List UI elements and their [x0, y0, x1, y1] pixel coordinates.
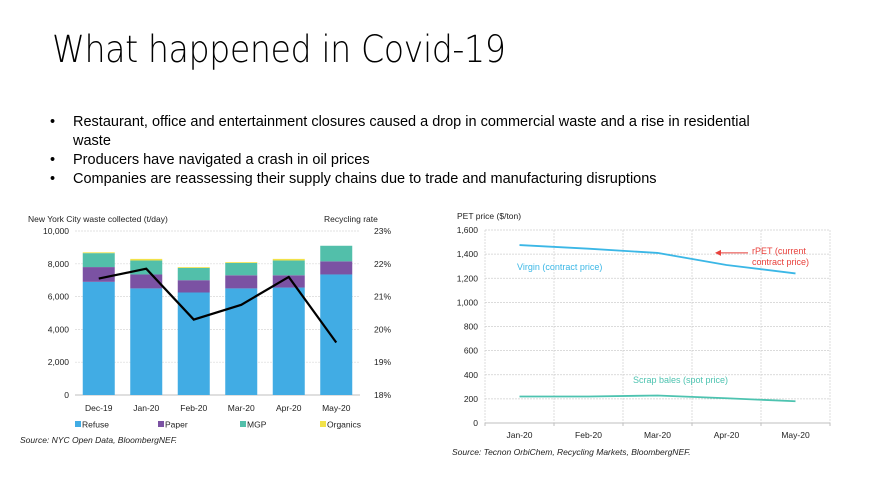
bar-refuse: [130, 288, 163, 395]
bar-mgp: [320, 245, 353, 262]
y-tick-label: 6,000: [48, 292, 70, 302]
x-tick-label: Jan-20: [507, 430, 533, 440]
y-tick-label: 1,600: [457, 225, 479, 235]
legend-swatch: [240, 421, 246, 427]
y-tick-label: 600: [464, 346, 478, 356]
bar-refuse: [82, 281, 115, 395]
y2-tick-label: 19%: [374, 357, 391, 367]
y-tick-label: 400: [464, 370, 478, 380]
x-tick-label: May-20: [322, 403, 351, 413]
y-tick-label: 4,000: [48, 324, 70, 334]
x-tick-label: Mar-20: [644, 430, 671, 440]
bar-mgp: [177, 267, 210, 281]
x-tick-label: Apr-20: [714, 430, 740, 440]
y-axis-title: PET price ($/ton): [457, 211, 521, 221]
annotation-arrow-head: [715, 249, 721, 256]
x-tick-label: Feb-20: [180, 403, 207, 413]
y2-tick-label: 20%: [374, 324, 391, 334]
bar-organics: [272, 258, 305, 261]
x-tick-label: Apr-20: [276, 403, 302, 413]
bar-paper: [177, 280, 210, 293]
legend-label: Refuse: [82, 420, 109, 430]
series-label-scrap: Scrap bales (spot price): [633, 375, 728, 385]
x-tick-label: Jan-20: [133, 403, 159, 413]
nyc-waste-chart: New York City waste collected (t/day) Rec…: [20, 214, 391, 445]
annotation-label-line1: rPET (current: [752, 246, 806, 256]
bar-organics: [177, 267, 210, 268]
y-tick-label: 8,000: [48, 259, 70, 269]
y-tick-label: 2,000: [48, 357, 70, 367]
bullet-text: Producers have navigated a crash in oil …: [73, 152, 370, 168]
bar-mgp: [272, 260, 305, 276]
bullet-text: Restaurant, office and entertainment clo…: [73, 114, 750, 149]
bar-organics: [82, 252, 115, 254]
y2-tick-label: 23%: [374, 226, 391, 236]
bullet-icon: •: [50, 114, 56, 130]
bar-refuse: [320, 274, 353, 395]
bar-paper: [320, 261, 353, 275]
bar-mgp: [225, 262, 258, 276]
x-tick-label: Mar-20: [228, 403, 255, 413]
scrap-price-line: [519, 394, 796, 403]
bullet-item: • Producers have navigated a crash in oil…: [50, 151, 770, 170]
bullet-icon: •: [50, 171, 56, 187]
series-label-virgin: Virgin (contract price): [517, 262, 602, 272]
bar-organics: [130, 258, 163, 261]
bar-mgp: [82, 253, 115, 268]
bar-paper: [272, 275, 305, 288]
recycling-rate-line: [98, 267, 338, 344]
bullet-text: Companies are reassessing their supply c…: [73, 171, 657, 187]
x-tick-label: May-20: [781, 430, 810, 440]
annotation-label-line2: contract price): [752, 257, 809, 267]
source-note: Source: Tecnon OrbiChem, Recycling Marke…: [452, 447, 691, 457]
y-tick-label: 200: [464, 394, 478, 404]
legend-swatch: [158, 421, 164, 427]
x-tick-label: Feb-20: [575, 430, 602, 440]
y-tick-label: 1,400: [457, 249, 479, 259]
y-tick-label: 0: [64, 390, 69, 400]
bullet-item: • Restaurant, office and entertainment cl…: [50, 113, 770, 151]
bar-refuse: [225, 288, 258, 395]
y-tick-label: 0: [473, 418, 478, 428]
virgin-price-line: [519, 244, 796, 275]
bar-paper: [225, 275, 258, 289]
y2-tick-label: 18%: [374, 390, 391, 400]
y2-tick-label: 21%: [374, 292, 391, 302]
y-tick-label: 1,200: [457, 273, 479, 283]
y-tick-label: 1,000: [457, 297, 479, 307]
bullet-icon: •: [50, 152, 56, 168]
y2-tick-label: 22%: [374, 259, 391, 269]
legend-label: MGP: [247, 420, 267, 430]
y2-axis-title: Recycling rate: [324, 214, 378, 224]
slide-title: What happened in Covid-19: [52, 28, 506, 71]
legend-label: Paper: [165, 420, 188, 430]
bar-refuse: [272, 287, 305, 395]
bar-organics: [225, 262, 258, 263]
x-tick-label: Dec-19: [85, 403, 113, 413]
legend-label: Organics: [327, 420, 361, 430]
y-tick-label: 10,000: [43, 226, 69, 236]
bar-paper: [82, 267, 115, 282]
source-note: Source: NYC Open Data, BloombergNEF.: [20, 435, 177, 445]
legend-swatch: [320, 421, 326, 427]
y-axis-title: New York City waste collected (t/day): [28, 214, 168, 224]
bullet-list: • Restaurant, office and entertainment cl…: [50, 113, 770, 189]
legend-swatch: [75, 421, 81, 427]
y-tick-label: 800: [464, 322, 478, 332]
bullet-item: • Companies are reassessing their supply …: [50, 170, 770, 189]
